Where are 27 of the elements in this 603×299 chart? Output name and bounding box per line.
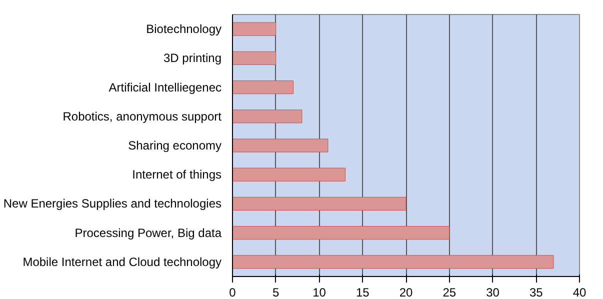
x-tick-label: 25: [442, 286, 456, 299]
bar: [232, 168, 346, 182]
bar: [232, 110, 302, 124]
x-tick-label: 35: [529, 286, 544, 299]
bar: [232, 80, 294, 94]
y-tick-label: New Energies Supplies and technologies: [3, 196, 222, 211]
x-tick-label: 10: [312, 286, 326, 299]
x-tick-label: 5: [272, 286, 280, 299]
y-tick-label: Mobile Internet and Cloud technology: [22, 254, 222, 269]
bar: [232, 22, 276, 36]
bar: [232, 255, 554, 269]
x-tick-label: 15: [356, 286, 370, 299]
x-tick-label: 20: [399, 286, 413, 299]
y-tick-label: 3D printing: [163, 51, 222, 66]
y-tick-label: Sharing economy: [128, 138, 222, 152]
bar: [232, 196, 406, 211]
bar: [232, 226, 450, 240]
x-tick-label: 30: [486, 286, 500, 299]
x-tick-label: 40: [572, 286, 586, 299]
y-tick-label: Processing Power, Big data: [74, 226, 222, 240]
bar: [232, 138, 328, 152]
y-tick-label: Robotics, anonymous support: [62, 109, 222, 124]
bar: [232, 51, 276, 65]
x-tick-label: 0: [229, 286, 236, 299]
y-tick-label: Internet of things: [132, 168, 222, 182]
y-tick-label: Artificial Intelliegenec: [108, 80, 222, 94]
y-tick-label: Biotechnology: [146, 22, 222, 36]
